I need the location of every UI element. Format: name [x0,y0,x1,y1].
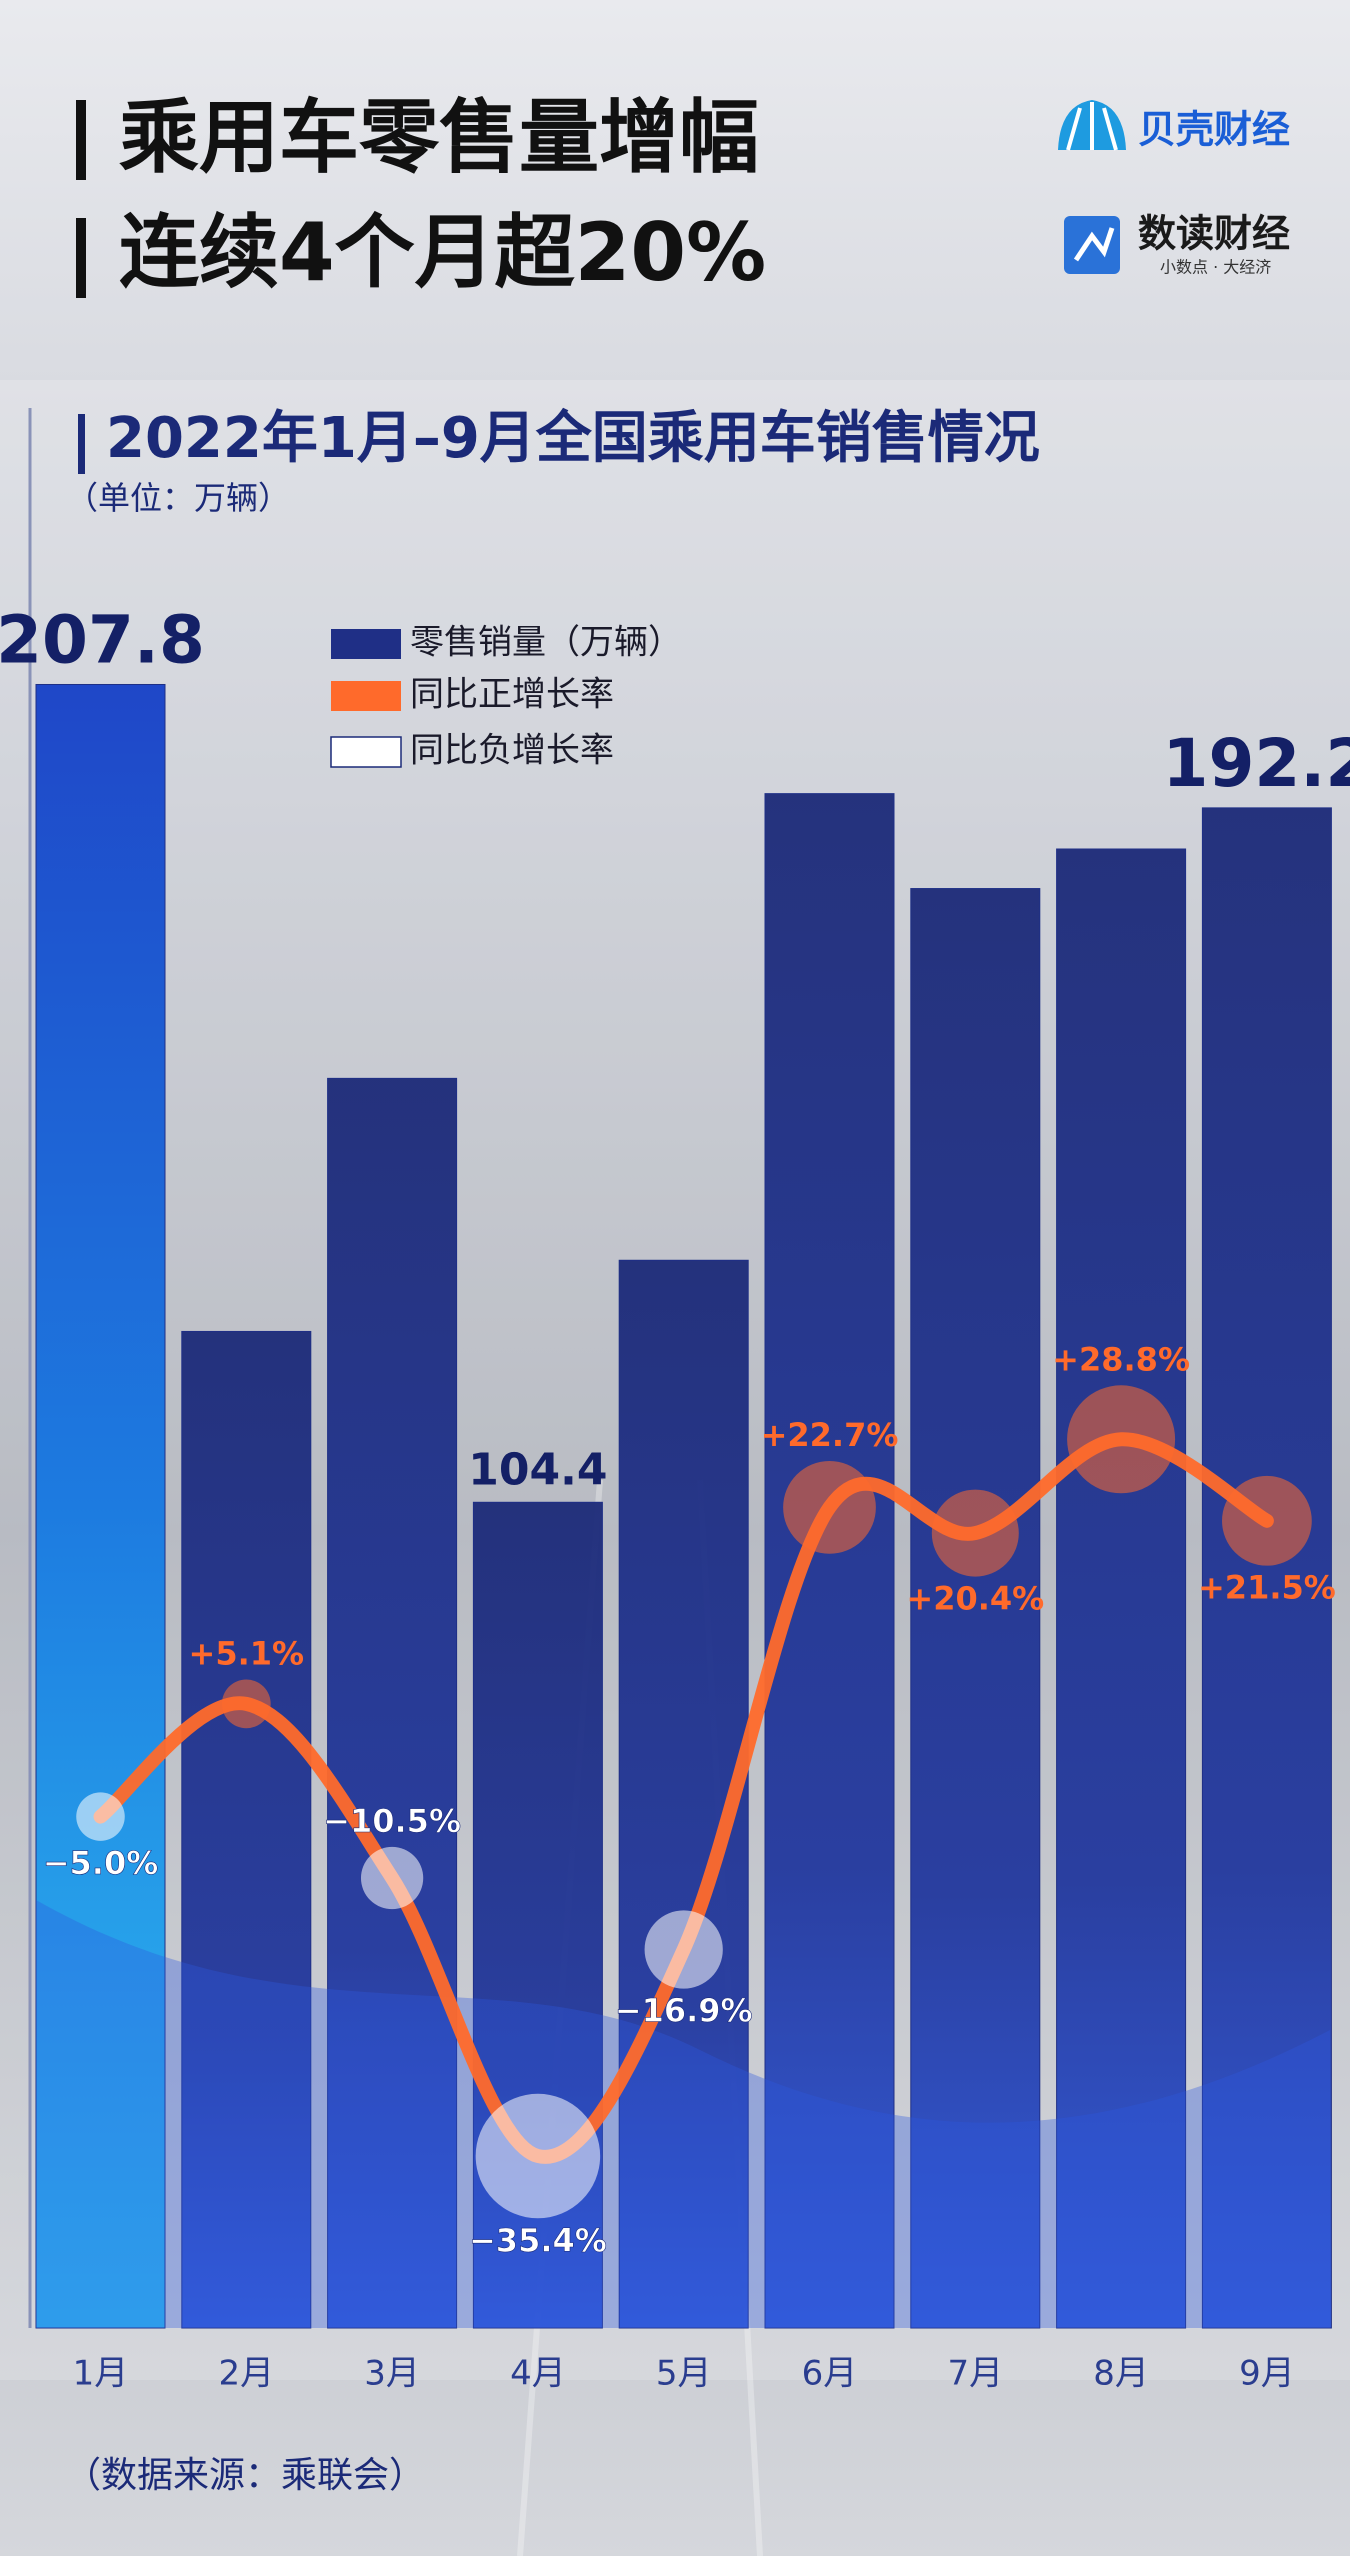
bar-value-label: 104.4 [468,1444,607,1495]
bar [327,1077,458,2329]
logo-icon-line [1066,102,1118,151]
title-bar [76,100,86,180]
x-tick-label: 8月 [1093,2354,1149,2394]
legend-label: 零售销量（万辆） [410,623,682,663]
legend-swatch [331,681,401,711]
x-tick-label: 6月 [802,2354,858,2394]
title: 乘用车零售量增幅 [119,91,759,184]
rate-bubble [783,1461,876,1554]
bar [764,793,895,2329]
rate-bubble [931,1489,1019,1577]
source: （数据来源：乘联会） [65,2455,425,2496]
rate-bubble [221,1679,271,1729]
bar [1201,807,1332,2329]
bar [910,888,1041,2329]
rate-bubble [1067,1385,1176,1494]
rate-label: −5.0% [43,1844,159,1882]
x-tick-label: 7月 [947,2354,1003,2394]
rate-bubble [1222,1475,1312,1566]
logo-icon-line [1073,227,1115,262]
logo-icon [1064,216,1120,274]
rate-label: −35.4% [469,2221,607,2259]
rate-label: +28.8% [1052,1340,1190,1378]
legend-swatch [331,629,401,659]
logo-shudu: 数读财经 小数点 · 大经济 [1064,212,1290,277]
x-tick-label: 3月 [364,2354,420,2394]
rate-bubble [644,1910,723,1989]
chart-title: 2022年1月–9月全国乘用车销售情况 [106,406,1040,471]
legend-swatch [330,736,402,768]
bar-value-label: 192.2 [1163,725,1350,802]
x-tick-label: 2月 [218,2354,274,2394]
logo-beike: 贝壳财经 [1058,100,1290,152]
rate-label: +20.4% [906,1580,1044,1618]
wave-decoration [36,1900,1330,2328]
legend-label: 同比负增长率 [410,731,614,771]
x-tick-label: 9月 [1239,2354,1295,2394]
rate-label: −16.9% [615,1992,753,2030]
rate-label: +5.1% [189,1635,305,1673]
chart-title-bar [78,414,85,474]
bar [1056,848,1187,2329]
rate-bubble [360,1846,424,1910]
legend-label: 同比正增长率 [410,675,614,715]
rate-label: +22.7% [761,1416,899,1454]
logo-slogan: 小数点 · 大经济 [1160,258,1271,277]
x-tick-label: 1月 [73,2354,129,2394]
rate-label: +21.5% [1198,1569,1336,1607]
title-bar [76,218,86,298]
rate-label: −10.5% [323,1802,461,1840]
logo-text: 数读财经 [1138,212,1290,256]
bar [181,1330,312,2329]
bar [35,683,166,2329]
bar-value-label: 207.8 [0,602,205,679]
rate-bubble [76,1792,125,1841]
logo-text: 贝壳财经 [1138,108,1290,152]
x-tick-label: 5月 [656,2354,712,2394]
rate-bubble [475,2093,601,2219]
title: 连续4个月超20% [119,206,766,299]
bar [618,1259,749,2329]
x-tick-label: 4月 [510,2354,566,2394]
unit-label: （单位：万辆） [66,479,290,517]
